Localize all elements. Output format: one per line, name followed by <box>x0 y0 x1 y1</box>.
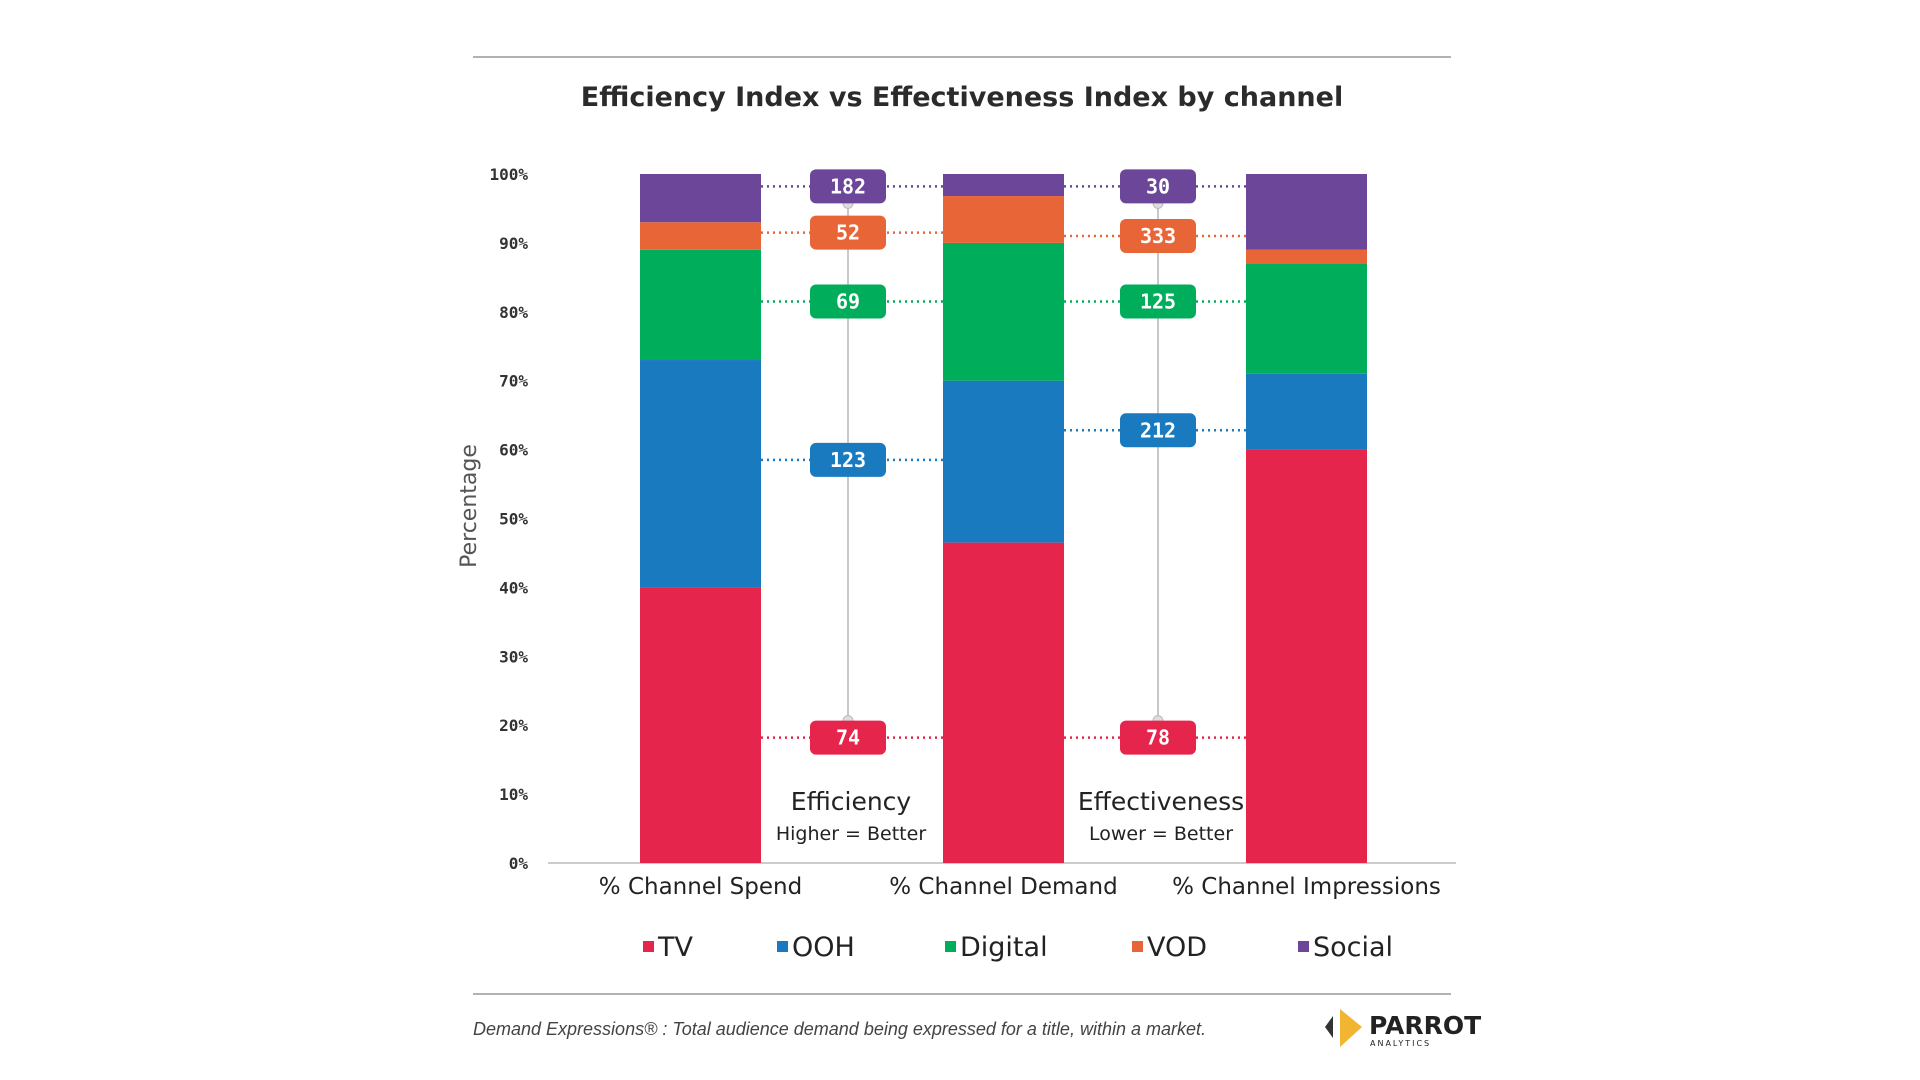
parrot-logo-icon <box>1325 1016 1333 1038</box>
bar-segment-digital <box>943 242 1064 381</box>
y-tick-label: 80% <box>499 303 528 322</box>
index-annotations: Efficiency Higher = Better Effectiveness Lo… <box>776 787 1244 845</box>
index-badge-value: 125 <box>1140 289 1176 313</box>
x-tick-label: % Channel Demand <box>889 874 1117 900</box>
bar-segment-tv <box>1246 449 1367 863</box>
y-tick-label: 40% <box>499 578 528 597</box>
index-title: Efficiency <box>791 787 912 816</box>
bars <box>640 174 1367 863</box>
y-tick-label: 20% <box>499 716 528 735</box>
bar-segment-social <box>943 174 1064 197</box>
logo-tagline: ANALYTICS <box>1370 1039 1431 1048</box>
index-badge-value: 69 <box>836 289 860 313</box>
parrot-logo-wing-icon <box>1340 1009 1362 1047</box>
footer-note: Demand Expressions® : Total audience dem… <box>473 1019 1206 1039</box>
bar-segment-ooh <box>640 360 761 588</box>
y-tick-label: 10% <box>499 785 528 804</box>
bar-segment-ooh <box>1246 373 1367 450</box>
bar-segment-ooh <box>943 380 1064 543</box>
y-axis-label: Percentage <box>457 444 482 568</box>
bar-segment-digital <box>640 249 761 361</box>
bar-segment-tv <box>943 542 1064 863</box>
legend-label-ooh: OOH <box>792 932 855 963</box>
legend-swatch-ooh <box>777 941 788 952</box>
legend-swatch-social <box>1298 941 1309 952</box>
index-badges: 182 52 69 123 74 30 333 125 212 78 <box>810 169 1196 755</box>
index-badge-value: 333 <box>1140 224 1176 248</box>
index-badge-tv <box>1120 720 1196 755</box>
legend-swatch-digital <box>945 941 956 952</box>
index-badge-digital <box>810 284 886 319</box>
index-badge-tv <box>810 720 886 755</box>
index-badge-ooh <box>1120 413 1196 448</box>
bar-segment-vod <box>640 222 761 250</box>
index-subtitle: Higher = Better <box>776 823 926 845</box>
bar-segment-vod <box>1246 249 1367 264</box>
legend-label-digital: Digital <box>960 932 1048 963</box>
y-tick-label: 70% <box>499 372 528 391</box>
index-subtitle: Lower = Better <box>1089 823 1233 845</box>
x-tick-label: % Channel Spend <box>599 874 802 900</box>
legend-label-social: Social <box>1313 932 1393 963</box>
bar-segment-tv <box>640 587 761 863</box>
bar-segment-vod <box>943 196 1064 243</box>
index-badge-social <box>810 169 886 204</box>
x-axis-labels: % Channel Spend % Channel Demand % Channel… <box>599 874 1441 900</box>
y-tick-label: 60% <box>499 441 528 460</box>
legend-label-vod: VOD <box>1147 932 1207 963</box>
y-tick-label: 30% <box>499 647 528 666</box>
index-badge-social <box>1120 169 1196 204</box>
x-tick-label: % Channel Impressions <box>1172 874 1441 900</box>
index-badge-vod <box>1120 219 1196 254</box>
chart-title: Efficiency Index vs Effectiveness Index … <box>581 82 1343 113</box>
index-title: Effectiveness <box>1078 787 1244 816</box>
bar-segment-social <box>1246 174 1367 250</box>
index-badge-value: 74 <box>836 726 860 750</box>
index-badge-value: 182 <box>830 174 866 198</box>
bar-segment-digital <box>1246 263 1367 374</box>
parrot-logo: PARROT ANALYTICS <box>1325 1009 1481 1048</box>
index-badge-digital <box>1120 284 1196 319</box>
index-badge-value: 52 <box>836 221 860 245</box>
y-tick-label: 0% <box>509 854 529 873</box>
y-tick-label: 90% <box>499 234 528 253</box>
y-tick-label: 100% <box>489 165 528 184</box>
index-badge-value: 123 <box>830 448 866 472</box>
index-badge-vod <box>810 215 886 250</box>
legend: TV OOH Digital VOD Social <box>643 932 1393 963</box>
legend-swatch-vod <box>1132 941 1143 952</box>
index-badge-value: 30 <box>1146 174 1170 198</box>
legend-swatch-tv <box>643 941 654 952</box>
index-badge-value: 212 <box>1140 418 1176 442</box>
logo-name: PARROT <box>1369 1011 1481 1040</box>
y-axis: 0% 10% 20% 30% 40% 50% 60% 70% 80% 90% 100% <box>489 165 528 873</box>
legend-label-tv: TV <box>657 932 693 963</box>
y-tick-label: 50% <box>499 510 528 529</box>
index-badge-value: 78 <box>1146 726 1170 750</box>
bar-segment-social <box>640 174 761 223</box>
index-badge-ooh <box>810 442 886 477</box>
